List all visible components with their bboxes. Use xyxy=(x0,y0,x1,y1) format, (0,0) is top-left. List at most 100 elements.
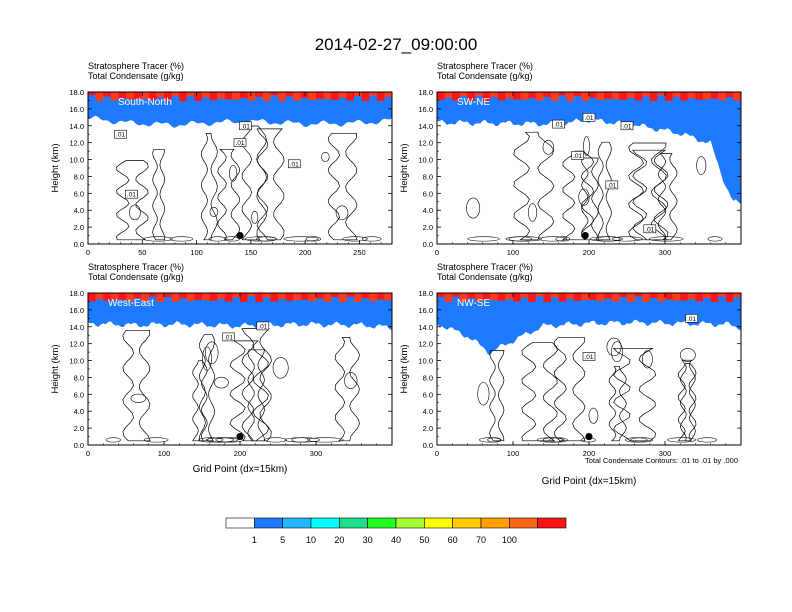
y-tick-label: 4.0 xyxy=(74,407,84,416)
tracer-streak xyxy=(657,92,665,96)
tracer-streak xyxy=(672,92,681,97)
tracer-streak xyxy=(672,293,681,301)
tracer-streak xyxy=(657,293,665,302)
tracer-streak xyxy=(141,92,149,99)
contour-label: .01 xyxy=(584,354,593,361)
y-tick-label: 0.0 xyxy=(74,441,84,450)
condensate-contour xyxy=(152,149,166,241)
tracer-streak xyxy=(581,293,589,301)
tracer-band xyxy=(437,92,741,204)
condensate-contour-mid xyxy=(611,341,623,363)
condensate-contour xyxy=(229,340,269,442)
x-tick-label: 0 xyxy=(86,248,90,257)
condensate-contour-small xyxy=(624,437,648,443)
colorbar-box xyxy=(452,517,482,529)
x-tick-label: 200 xyxy=(583,449,596,458)
condensate-contour xyxy=(612,347,656,442)
colorbar-label: 60 xyxy=(448,535,458,545)
condensate-contour-mid xyxy=(542,139,554,155)
tracer-streak xyxy=(217,293,225,299)
condensate-contour-mid xyxy=(251,210,259,224)
colorbar-box xyxy=(509,517,538,529)
contour-label: .01 xyxy=(622,123,631,130)
condensate-contour xyxy=(241,125,267,241)
tracer-streak xyxy=(551,92,559,101)
contour-label-box xyxy=(233,138,247,147)
condensate-contour-small xyxy=(697,437,718,443)
condensate-contour-small xyxy=(595,236,621,242)
contour-label-box xyxy=(114,129,127,139)
tracer-streak xyxy=(247,293,256,297)
tracer-streak xyxy=(316,92,324,100)
tracer-streak xyxy=(497,92,506,101)
contour-label-box xyxy=(287,159,301,169)
tracer-streak xyxy=(331,92,339,101)
tracer-streak xyxy=(710,293,719,302)
y-tick-label: 6.0 xyxy=(74,390,84,399)
tracer-streak xyxy=(148,92,157,101)
contour-label-box xyxy=(643,224,657,234)
colorbar-label: 50 xyxy=(419,535,429,545)
condensate-contour-mid xyxy=(202,346,212,371)
tracer-streak xyxy=(361,293,370,299)
y-tick-label: 18.0 xyxy=(418,289,433,298)
tracer-streak xyxy=(459,293,468,302)
tracer-streak xyxy=(490,293,498,301)
tracer-streak xyxy=(171,92,180,96)
contour-label: .01 xyxy=(224,334,233,341)
colorbar-box xyxy=(537,517,567,529)
condensate-contour-mid xyxy=(642,350,653,369)
colorbar-box xyxy=(367,517,397,529)
contour-label: .01 xyxy=(554,122,563,129)
tracer-streak xyxy=(361,92,370,101)
condensate-contour xyxy=(241,328,272,442)
contour-label-box xyxy=(605,180,619,190)
colorbar-box xyxy=(282,517,312,529)
tracer-streak xyxy=(589,92,597,98)
tracer-band xyxy=(88,293,392,331)
tracer-streak xyxy=(452,92,460,101)
condensate-contour-small xyxy=(256,236,277,242)
tracer-streak xyxy=(118,293,126,300)
y-tick-label: 6.0 xyxy=(423,189,433,198)
tracer-streak xyxy=(543,293,551,302)
tracer-streak xyxy=(444,293,453,302)
colorbar-box xyxy=(480,517,510,529)
y-tick-label: 4.0 xyxy=(74,206,84,215)
condensate-contour-mid xyxy=(528,203,538,222)
y-axis-label: Height (km) xyxy=(399,143,410,192)
tracer-streak xyxy=(209,293,218,301)
tracer-streak xyxy=(88,293,96,302)
location-marker xyxy=(585,432,593,441)
y-tick-label: 12.0 xyxy=(69,340,84,349)
condensate-contour-mid xyxy=(578,188,590,206)
tracer-streak xyxy=(255,293,263,302)
tracer-streak xyxy=(164,92,172,101)
y-tick-label: 14.0 xyxy=(69,323,84,332)
tracer-streak xyxy=(247,92,256,101)
x-tick-label: 300 xyxy=(659,248,672,257)
condensate-contour-mid xyxy=(272,357,289,379)
y-tick-label: 6.0 xyxy=(74,189,84,198)
tracer-streak xyxy=(278,92,286,101)
condensate-contour-mid xyxy=(335,205,349,221)
tracer-streak xyxy=(505,293,513,300)
panel-south-north: Stratosphere Tracer (%)Total Condensate … xyxy=(50,61,393,257)
tracer-streak xyxy=(133,293,142,299)
condensate-contour-mid xyxy=(214,376,229,389)
condensate-contour xyxy=(513,131,555,241)
contour-label: .01 xyxy=(573,153,582,160)
condensate-contour-small xyxy=(143,437,169,443)
condensate-contour xyxy=(122,329,151,442)
panel-header-condensate: Total Condensate (g/kg) xyxy=(437,272,533,282)
panel-header-tracer: Stratosphere Tracer (%) xyxy=(437,262,533,272)
tracer-streak xyxy=(232,293,240,298)
tracer-streak xyxy=(110,293,119,301)
tracer-streak xyxy=(103,293,111,301)
contour-label-box xyxy=(222,332,235,342)
tracer-streak xyxy=(202,92,210,98)
condensate-contour-small xyxy=(542,437,564,443)
tracer-streak xyxy=(346,92,354,101)
condensate-contour xyxy=(657,153,678,241)
colorbar-label: 100 xyxy=(502,535,517,545)
